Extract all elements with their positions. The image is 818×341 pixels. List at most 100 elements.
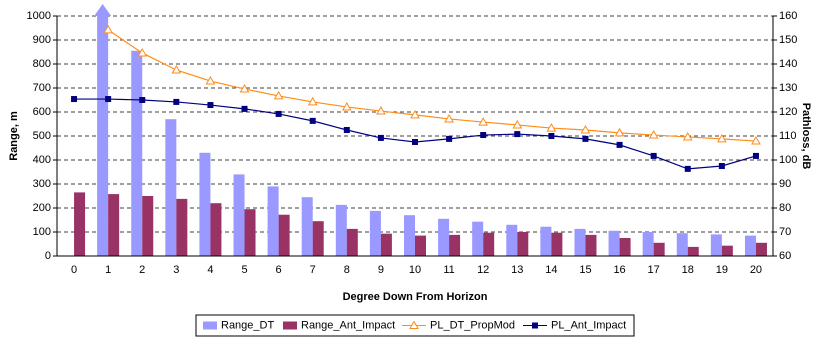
bar	[404, 215, 415, 256]
marker	[377, 134, 384, 141]
y2-tick-label: 80	[779, 202, 791, 214]
marker	[751, 136, 761, 145]
bar	[438, 218, 450, 256]
bar	[608, 230, 620, 256]
y-tick-label: 600	[33, 106, 51, 118]
marker	[616, 141, 623, 148]
x-tick-label: 1	[105, 264, 111, 276]
bar	[369, 210, 381, 256]
marker	[105, 96, 112, 103]
marker	[275, 110, 282, 117]
line	[107, 29, 756, 142]
x-tick-label: 6	[276, 264, 282, 276]
x-tick-label: 20	[750, 264, 762, 276]
marker	[446, 135, 453, 142]
y-tick-label: 500	[33, 130, 51, 142]
bar	[244, 209, 256, 256]
y2-tick-label: 120	[779, 106, 797, 118]
y2-tick-label: 140	[779, 58, 797, 70]
bar	[312, 221, 324, 256]
bar	[267, 186, 279, 256]
y-tick-label: 1000	[27, 10, 51, 22]
bar	[108, 194, 120, 256]
x-tick-label: 16	[613, 264, 625, 276]
marker	[648, 130, 659, 139]
y-axis-title: Range, m	[8, 111, 20, 161]
bar	[585, 234, 597, 256]
y2-tick-label: 150	[779, 34, 797, 46]
y-tick-label: 400	[33, 154, 51, 166]
marker	[650, 152, 657, 159]
marker	[103, 24, 114, 34]
x-tick-label: 4	[207, 264, 213, 276]
x-tick-label: 18	[682, 264, 694, 276]
marker	[548, 133, 555, 139]
bar	[483, 232, 495, 256]
x-tick-label: 7	[310, 264, 316, 276]
y2-tick-label: 60	[779, 250, 791, 262]
bar	[449, 234, 461, 256]
legend-label: Range_DT	[221, 319, 274, 331]
bar	[301, 197, 313, 256]
x-tick-label: 3	[173, 264, 179, 276]
x-tick-label: 19	[716, 264, 728, 276]
bar	[335, 204, 347, 256]
marker	[410, 109, 420, 119]
bar	[165, 119, 177, 256]
y-tick-label: 700	[33, 82, 51, 94]
marker	[682, 131, 693, 141]
bar	[517, 232, 529, 256]
y2-tick-label: 160	[779, 10, 797, 22]
marker	[412, 139, 418, 145]
x-tick-label: 8	[344, 264, 350, 276]
legend-marker	[409, 320, 419, 329]
legend-label: PL_DT_PropMod	[430, 319, 515, 331]
bar	[278, 214, 290, 256]
y2-axis-title: Pathloss, dB	[800, 103, 812, 170]
bar	[142, 196, 154, 256]
bar	[642, 232, 654, 256]
marker	[173, 98, 180, 105]
legend-label: Range_Ant_Impact	[301, 319, 395, 331]
x-tick-label: 12	[477, 264, 489, 276]
marker	[752, 152, 759, 159]
bar	[540, 226, 552, 256]
marker	[512, 119, 523, 129]
legend-label: PL_Ant_Impact	[551, 319, 626, 331]
marker	[478, 117, 489, 126]
bar	[676, 233, 688, 256]
y-tick-label: 100	[33, 226, 51, 238]
bar	[74, 192, 86, 256]
marker	[309, 117, 316, 124]
bar	[551, 232, 563, 256]
marker	[444, 113, 454, 123]
x-tick-label: 14	[545, 264, 557, 276]
marker	[139, 97, 146, 103]
bar	[199, 152, 211, 256]
x-tick-label: 13	[511, 264, 523, 276]
bar	[176, 198, 188, 256]
marker	[580, 124, 591, 134]
bar	[131, 50, 143, 256]
bar	[687, 246, 699, 256]
marker	[239, 83, 250, 93]
marker	[205, 76, 216, 85]
marker	[718, 163, 725, 169]
marker	[273, 90, 284, 100]
y-tick-label: 0	[45, 250, 51, 262]
y-tick-label: 900	[33, 34, 51, 46]
marker	[241, 105, 248, 112]
legend-marker	[532, 322, 538, 329]
marker	[546, 123, 557, 132]
y-tick-label: 800	[33, 58, 51, 70]
marker	[307, 96, 318, 106]
marker	[341, 101, 352, 111]
marker	[71, 96, 78, 103]
bar	[380, 233, 392, 256]
marker	[514, 131, 521, 138]
marker	[582, 135, 589, 142]
x-tick-label: 10	[409, 264, 421, 276]
bar	[210, 203, 222, 256]
y2-tick-label: 90	[779, 178, 791, 190]
y2-tick-label: 70	[779, 226, 791, 238]
